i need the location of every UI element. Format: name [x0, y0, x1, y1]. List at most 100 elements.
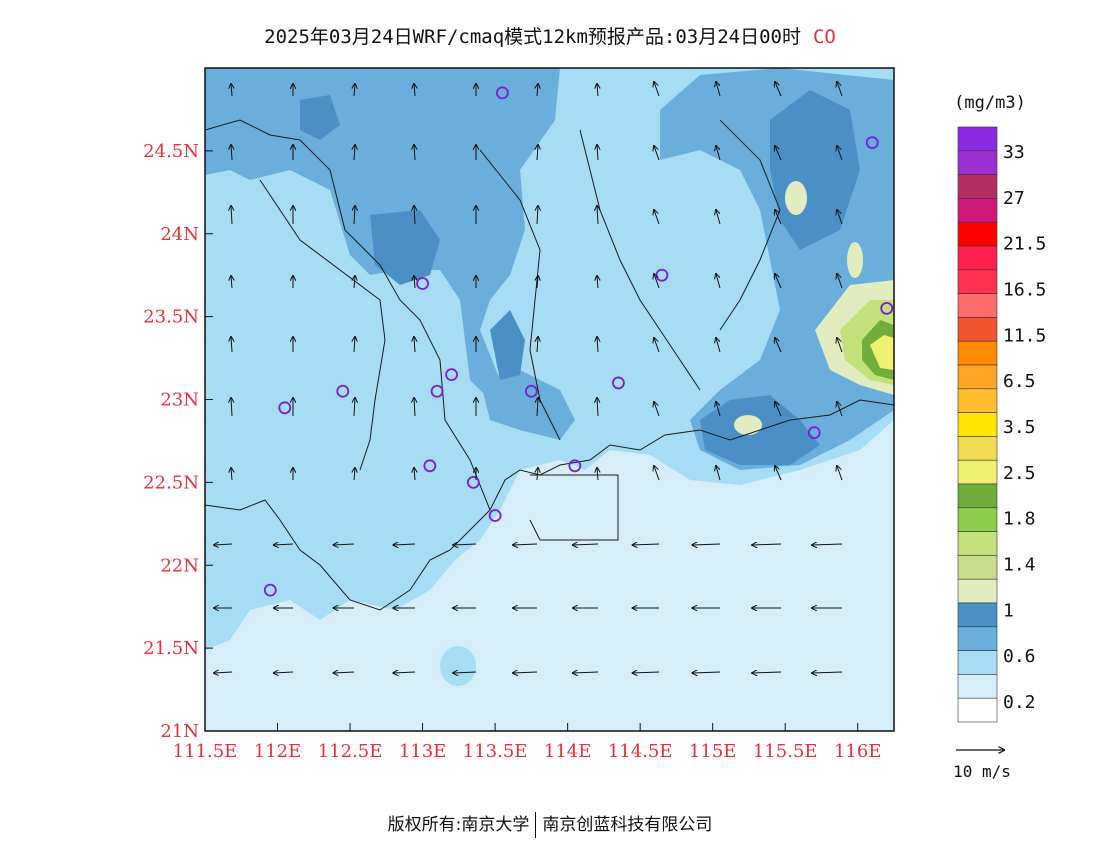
legend-color-box [957, 578, 998, 604]
station-marker[interactable] [865, 136, 879, 149]
map-plot-area [205, 68, 894, 731]
concentration-field-dark-north2 [300, 95, 340, 140]
title-main: 2025年03月24日WRF/cmaq模式12km预报产品:03月24日00时 [264, 26, 801, 48]
wind-vector [354, 468, 355, 481]
wind-vector [334, 544, 355, 545]
station-marker[interactable] [495, 86, 509, 100]
wind-vector [752, 544, 782, 545]
station-marker[interactable] [430, 384, 444, 398]
wind-vector [537, 468, 538, 481]
wind-vector [597, 145, 598, 161]
hong-kong-box [529, 474, 619, 541]
wind-vector [414, 398, 415, 417]
wind-layer [214, 82, 843, 673]
lon-tick-label: 113E [399, 741, 447, 762]
lat-tick-label: 23.5N [143, 307, 199, 328]
wind-vector [597, 276, 598, 289]
wind-vector [414, 276, 415, 289]
wind-vector [775, 274, 782, 289]
wind-vector [573, 672, 599, 673]
wind-vector [274, 544, 294, 545]
wind-vector [597, 84, 598, 97]
station-marker[interactable] [568, 459, 582, 473]
wind-vector [513, 672, 538, 673]
wind-vector [837, 210, 843, 225]
wind-vector [537, 206, 538, 225]
wind-vector [414, 468, 415, 481]
legend-label: 1.4 [1003, 555, 1036, 576]
station-marker[interactable] [807, 426, 821, 440]
district-boundary-4 [719, 119, 781, 331]
station-marker[interactable] [612, 376, 625, 390]
wind-vector [231, 206, 232, 225]
station-marker[interactable] [488, 509, 502, 522]
wind-vector [354, 145, 355, 161]
wind-vector [354, 398, 355, 417]
lat-tick-label: 21N [160, 721, 199, 742]
wind-vector [354, 84, 355, 97]
lat-tick-label: 24N [160, 224, 199, 245]
station-marker[interactable] [263, 583, 277, 597]
province-boundary [205, 119, 491, 511]
lon-tick-label: 112E [254, 741, 302, 762]
wind-vector [837, 466, 843, 481]
title-species: CO [812, 26, 836, 48]
wind-vector [775, 210, 782, 225]
lon-tick-label: 111.5E [173, 741, 238, 762]
legend-labels: 33 27 21.5 16.5 11.5 6.5 3.5 2.5 1.8 1.4 1 0.6 0.2 [1003, 142, 1046, 713]
wind-vector [231, 84, 232, 97]
lat-tick-label: 22.5N [143, 472, 199, 493]
station-marker[interactable] [416, 277, 429, 290]
legend-color-box [957, 364, 998, 390]
wind-vector [231, 337, 232, 353]
wind-vector [414, 84, 415, 97]
wind-vector [654, 274, 660, 289]
legend-color-box [957, 555, 998, 580]
station-marker[interactable] [423, 459, 437, 473]
legend-label: 6.5 [1003, 371, 1036, 392]
station-marker[interactable] [445, 368, 458, 382]
wind-vector [837, 146, 843, 161]
legend-color-box [957, 626, 998, 651]
wind-vector [633, 672, 660, 673]
wind-vector [716, 210, 721, 225]
wind-vector [453, 672, 477, 673]
legend-label: 0.6 [1003, 646, 1036, 667]
legend-color-boxes [957, 126, 998, 723]
legend-label: 3.5 [1003, 417, 1036, 438]
legend-color-box [957, 340, 998, 366]
stations-layer [263, 86, 894, 597]
station-marker[interactable] [278, 401, 292, 415]
footer-separator [535, 812, 537, 838]
lat-tick-label: 21.5N [143, 638, 199, 659]
wind-vector [414, 206, 415, 225]
concentration-field-dark-north [370, 210, 440, 285]
wind-vector [231, 398, 232, 417]
station-marker[interactable] [336, 384, 350, 398]
legend-label: 11.5 [1003, 325, 1046, 346]
station-marker[interactable] [880, 301, 894, 315]
legend-color-box [957, 174, 998, 199]
lon-tick-label: 114.5E [608, 741, 673, 762]
wind-vector [537, 276, 538, 289]
legend-label: 33 [1003, 142, 1025, 163]
wind-vector [513, 544, 538, 545]
wind-vector [692, 672, 721, 673]
legend-color-box [957, 674, 998, 699]
lon-tick-label: 112.5E [318, 741, 383, 762]
wind-vector [654, 466, 660, 481]
legend-color-box [957, 602, 998, 628]
wind-vector [633, 544, 660, 545]
wind-vector [654, 210, 660, 225]
concentration-field-dark-center [490, 310, 525, 380]
legend-color-box [957, 507, 998, 532]
legend-color-box [957, 650, 998, 675]
wind-vector [812, 672, 843, 673]
coastline [205, 399, 894, 611]
wind-vector [573, 544, 599, 545]
station-marker[interactable] [466, 475, 480, 489]
legend-color-box [957, 412, 998, 437]
wind-vector [692, 544, 721, 545]
station-marker[interactable] [524, 384, 538, 398]
wind-vector [837, 82, 843, 97]
